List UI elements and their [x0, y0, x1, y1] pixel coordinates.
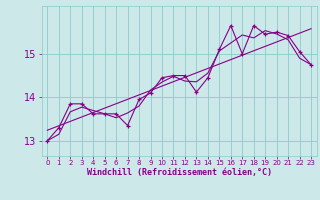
X-axis label: Windchill (Refroidissement éolien,°C): Windchill (Refroidissement éolien,°C)	[87, 168, 272, 177]
